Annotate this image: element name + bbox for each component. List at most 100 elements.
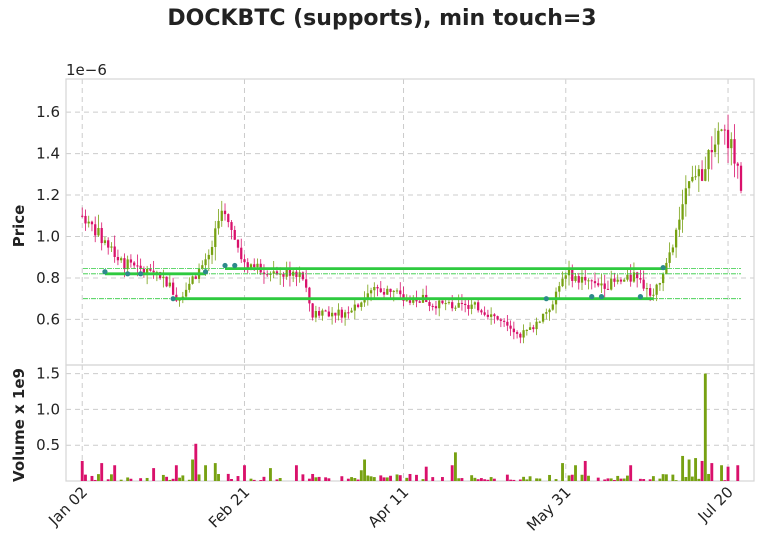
candle-body bbox=[207, 254, 210, 260]
volume-bar bbox=[522, 476, 526, 481]
volume-tick-label: 1.5 bbox=[36, 365, 60, 383]
volume-bar bbox=[389, 475, 392, 481]
candle-body bbox=[519, 333, 522, 338]
volume-bar bbox=[93, 479, 97, 481]
volume-bar bbox=[710, 463, 714, 481]
volume-bar bbox=[84, 474, 87, 481]
candle-body bbox=[580, 276, 584, 283]
volume-bar bbox=[204, 465, 207, 481]
volume-bar bbox=[243, 465, 246, 481]
volume-bar bbox=[486, 479, 490, 481]
candle-body bbox=[489, 314, 493, 317]
volume-bar bbox=[226, 473, 230, 481]
volume-bar bbox=[353, 478, 357, 481]
candle-body bbox=[486, 314, 490, 317]
volume-bar bbox=[307, 478, 311, 481]
candle-body bbox=[366, 293, 369, 300]
volume-bar bbox=[113, 465, 117, 481]
volume-bar bbox=[648, 479, 652, 481]
volume-bar bbox=[658, 478, 662, 481]
candle-body bbox=[84, 215, 87, 224]
candle-body bbox=[340, 309, 343, 318]
candle-body bbox=[81, 215, 84, 217]
volume-bar bbox=[587, 475, 590, 481]
volume-bar bbox=[197, 474, 201, 481]
candle-body bbox=[548, 309, 551, 313]
candle-body bbox=[382, 291, 386, 295]
volume-bar bbox=[178, 477, 182, 481]
volume-tick-label: 0.5 bbox=[36, 436, 60, 454]
volume-bar bbox=[596, 477, 600, 481]
candle-body bbox=[454, 307, 457, 309]
candle-body bbox=[90, 221, 94, 225]
candle-body bbox=[691, 176, 694, 182]
volume-bar bbox=[629, 465, 633, 481]
volume-bar bbox=[700, 460, 704, 481]
candle-body bbox=[152, 270, 155, 273]
candle-body bbox=[282, 273, 285, 277]
candle-body bbox=[142, 268, 146, 274]
volume-bar bbox=[262, 476, 266, 481]
candle-body bbox=[561, 278, 564, 287]
candle-body bbox=[467, 305, 470, 309]
touch-point bbox=[138, 271, 144, 277]
volume-bar bbox=[171, 478, 175, 481]
candle-body bbox=[139, 265, 142, 269]
candle-body bbox=[149, 268, 152, 271]
volume-bar bbox=[642, 479, 646, 481]
candle-body bbox=[522, 330, 525, 338]
candle-body bbox=[412, 297, 415, 303]
volume-bar bbox=[372, 477, 376, 481]
candle-body bbox=[509, 325, 512, 329]
volume-bar bbox=[217, 474, 220, 481]
candle-body bbox=[434, 306, 438, 309]
candle-body bbox=[126, 259, 129, 270]
volume-bar bbox=[528, 476, 532, 481]
candle-body bbox=[694, 176, 697, 178]
volume-bar bbox=[570, 474, 574, 481]
volume-bar bbox=[194, 443, 198, 481]
candle-body bbox=[636, 272, 639, 279]
candle-body bbox=[129, 259, 133, 263]
candle-body bbox=[713, 144, 717, 153]
touch-point bbox=[102, 269, 108, 275]
candle-body bbox=[220, 210, 223, 221]
candle-body bbox=[210, 247, 214, 255]
volume-bar bbox=[470, 475, 474, 481]
volume-bar bbox=[441, 477, 444, 481]
volume-panel-frame bbox=[65, 364, 755, 482]
candle-body bbox=[684, 188, 687, 205]
candle-body bbox=[626, 274, 629, 280]
volume-bar bbox=[340, 476, 344, 481]
volume-bar bbox=[625, 475, 629, 481]
candle-body bbox=[707, 150, 710, 170]
volume-bar bbox=[129, 478, 133, 481]
candle-body bbox=[733, 139, 736, 164]
price-tick-label: 1.2 bbox=[36, 186, 60, 204]
volume-bar bbox=[561, 463, 564, 481]
candle-body bbox=[645, 288, 649, 290]
candle-body bbox=[545, 312, 548, 314]
candle-body bbox=[317, 311, 321, 316]
candle-body bbox=[535, 321, 538, 330]
candle-body bbox=[295, 271, 298, 277]
candle-body bbox=[496, 316, 499, 320]
touch-point bbox=[598, 294, 605, 300]
candle-body bbox=[256, 263, 259, 268]
volume-bar bbox=[638, 478, 642, 481]
candle-body bbox=[269, 273, 272, 275]
volume-bar bbox=[152, 468, 156, 481]
volume-bar bbox=[687, 459, 691, 481]
price-panel: 0.6 0.8 1.0 1.2 1.4 1.6 bbox=[36, 78, 755, 366]
candle-body bbox=[408, 300, 412, 303]
x-tick-label: Apr 11 bbox=[364, 483, 412, 531]
volume-bar bbox=[483, 479, 487, 481]
volume-bar bbox=[356, 479, 360, 481]
volume-bar bbox=[453, 452, 457, 481]
candle-body bbox=[736, 163, 739, 166]
candle-body bbox=[460, 302, 464, 304]
candle-body bbox=[103, 240, 107, 244]
candle-body bbox=[246, 262, 249, 269]
volume-bar bbox=[398, 475, 402, 481]
touch-point bbox=[170, 296, 176, 302]
